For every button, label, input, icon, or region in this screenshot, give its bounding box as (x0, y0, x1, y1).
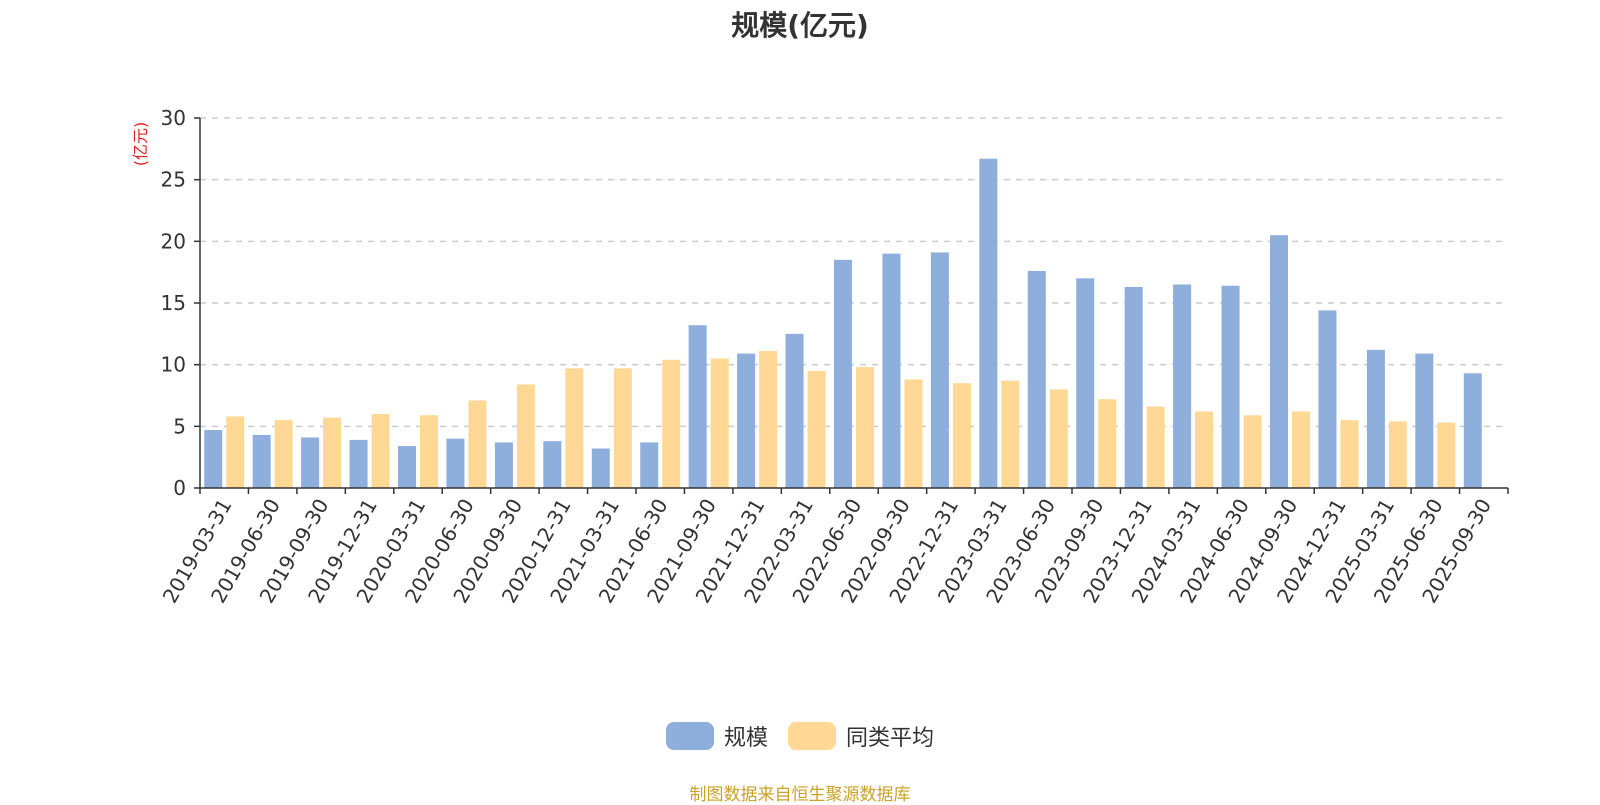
bar-average (613, 368, 632, 488)
bar-scale (1221, 285, 1240, 488)
bar-chart: 051015202530(亿元)2019-03-312019-06-302019… (131, 106, 1509, 607)
bar-average (371, 414, 390, 488)
bar-scale (1076, 278, 1095, 488)
y-tick-label: 5 (173, 414, 186, 438)
bar-scale (301, 437, 320, 488)
bar-average (807, 370, 826, 488)
bar-average (662, 359, 681, 488)
bar-average (1146, 406, 1165, 488)
bar-average (565, 368, 584, 488)
bar-average (1243, 415, 1262, 488)
bar-scale (204, 430, 223, 488)
bar-scale (1366, 349, 1385, 488)
bar-scale (494, 442, 513, 488)
bar-average (1001, 380, 1020, 488)
bar-average (468, 400, 487, 488)
bar-scale (349, 439, 368, 488)
data-source-note: 制图数据来自恒生聚源数据库 (689, 785, 911, 805)
y-tick-label: 20 (161, 229, 186, 253)
bar-average (1340, 420, 1359, 488)
legend-swatch-scale (665, 722, 714, 750)
legend-item-scale[interactable]: 规模 (665, 720, 768, 752)
bar-average (856, 367, 874, 488)
bar-scale (252, 434, 271, 488)
bar-scale (1270, 235, 1288, 488)
y-tick-label: 15 (161, 291, 186, 315)
bar-scale (979, 158, 998, 488)
legend-label-average: 同类平均 (846, 726, 935, 751)
bar-scale (640, 442, 659, 488)
bar-average (710, 358, 729, 488)
bar-scale (446, 438, 465, 488)
legend-swatch-average (788, 722, 836, 750)
bar-average (420, 415, 438, 488)
y-tick-label: 30 (161, 106, 186, 130)
chart-title: 规模(亿元) (731, 9, 869, 42)
bar-average (274, 420, 293, 488)
bar-scale (785, 333, 804, 488)
bar-average (1437, 422, 1456, 488)
bar-average (1195, 411, 1214, 488)
bar-scale (737, 353, 756, 488)
bar-scale (1124, 286, 1143, 488)
bar-average (1388, 421, 1407, 488)
bar-average (323, 417, 342, 488)
bar-average (1098, 399, 1117, 488)
legend-item-average[interactable]: 同类平均 (788, 720, 934, 752)
bar-scale (1173, 284, 1192, 488)
bar-average (516, 384, 535, 488)
bar-scale (834, 259, 852, 488)
bar-scale (930, 252, 949, 488)
bar-scale (543, 441, 562, 488)
y-tick-label: 0 (173, 476, 186, 500)
y-tick-label: 25 (161, 168, 186, 192)
bar-scale (1318, 310, 1337, 488)
bar-average (952, 383, 971, 488)
bar-average (1049, 389, 1068, 488)
bar-average (1292, 411, 1310, 488)
bar-scale (591, 448, 610, 488)
bar-average (226, 416, 245, 488)
legend: 规模 同类平均 (0, 720, 1600, 752)
y-tick-label: 10 (161, 353, 186, 377)
bar-scale (688, 325, 707, 488)
bar-scale (882, 253, 901, 488)
bar-average (759, 351, 778, 488)
y-axis-unit-label: (亿元) (131, 122, 150, 167)
bar-average (904, 379, 923, 488)
bar-scale (398, 446, 416, 488)
bar-scale (1463, 373, 1482, 488)
bar-scale (1027, 270, 1046, 488)
legend-label-scale: 规模 (723, 726, 768, 751)
bar-scale (1415, 353, 1434, 488)
